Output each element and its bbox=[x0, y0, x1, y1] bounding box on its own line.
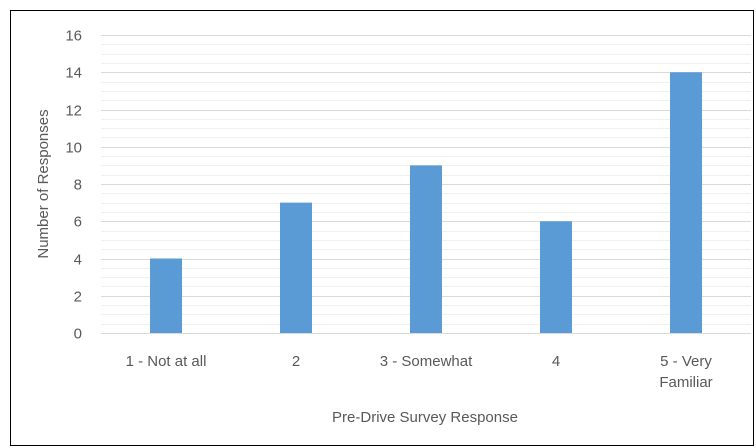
y-tick-label: 14 bbox=[65, 65, 82, 82]
y-tick-label: 10 bbox=[65, 140, 82, 157]
bars bbox=[150, 72, 702, 333]
y-tick-label: 6 bbox=[74, 214, 82, 231]
bar bbox=[150, 258, 182, 333]
x-tick-label: 2 bbox=[292, 353, 300, 370]
y-tick-label: 2 bbox=[74, 289, 82, 306]
bar bbox=[280, 202, 312, 333]
y-tick-label: 4 bbox=[74, 252, 82, 269]
x-axis-title: Pre-Drive Survey Response bbox=[332, 409, 518, 426]
bar bbox=[540, 221, 572, 333]
x-tick-label: 5 - Very Familiar bbox=[659, 353, 712, 391]
y-tick-label: 16 bbox=[65, 28, 82, 45]
chart-frame: 0 2 4 6 8 10 12 14 16 1 - Not at all 2 3 - Somewha… bbox=[10, 10, 754, 446]
y-tick-label: 12 bbox=[65, 103, 82, 120]
y-tick-label: 0 bbox=[74, 326, 82, 343]
y-tick-label: 8 bbox=[74, 177, 82, 194]
x-tick-label: 1 - Not at all bbox=[126, 353, 207, 370]
y-axis-title: Number of Responses bbox=[35, 109, 52, 258]
x-tick-label: 3 - Somewhat bbox=[380, 353, 473, 370]
y-tick-labels: 0 2 4 6 8 10 12 14 16 bbox=[65, 28, 82, 343]
bar bbox=[410, 165, 442, 333]
bar bbox=[670, 72, 702, 333]
bar-chart: 0 2 4 6 8 10 12 14 16 1 - Not at all 2 3 - Somewha… bbox=[35, 28, 751, 426]
x-tick-label: 4 bbox=[552, 353, 560, 370]
x-tick-labels: 1 - Not at all 2 3 - Somewhat 4 5 - Very Fami… bbox=[126, 353, 713, 391]
